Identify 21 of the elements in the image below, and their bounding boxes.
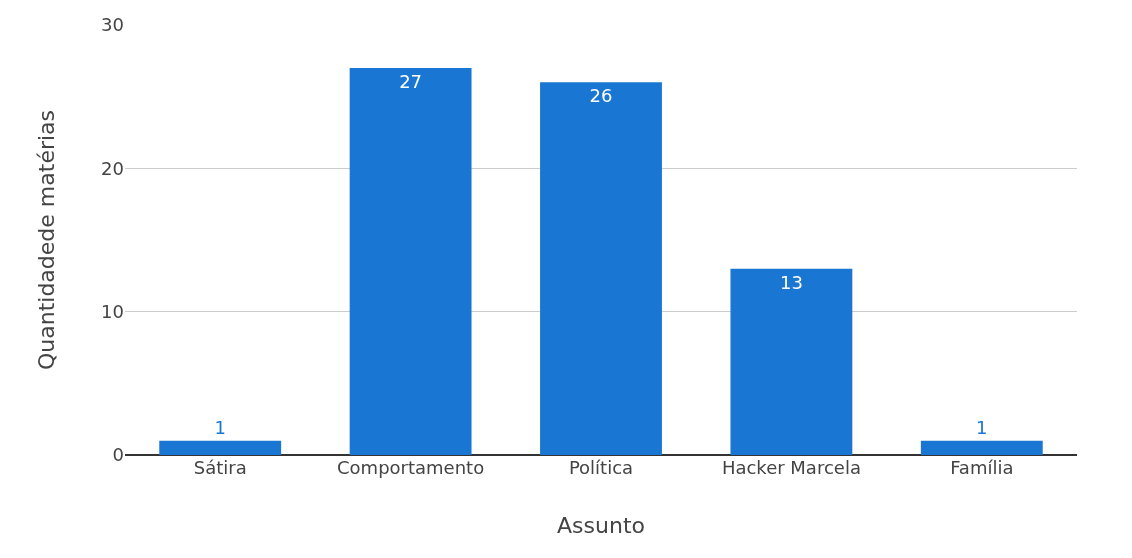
x-axis-title: Assunto <box>557 512 645 538</box>
x-tick-label: Comportamento <box>337 457 485 478</box>
bar <box>540 82 662 455</box>
data-label: 1 <box>214 416 226 438</box>
x-tick-label: Hacker Marcela <box>721 457 861 478</box>
x-tick-label: Política <box>568 457 634 478</box>
data-label: 1 <box>976 416 988 438</box>
data-label: 13 <box>779 271 803 293</box>
x-tick-label: Sátira <box>193 457 247 478</box>
data-label: 26 <box>589 85 613 107</box>
bar <box>159 440 282 455</box>
y-tick-label: 30 <box>101 14 124 36</box>
bar <box>349 68 472 455</box>
y-axis-title: Quantidadede matérias <box>33 109 59 371</box>
y-tick-label: 20 <box>101 157 124 179</box>
bar <box>920 440 1043 455</box>
bar <box>730 268 853 455</box>
y-tick-label: 0 <box>112 444 124 466</box>
y-tick-label: 10 <box>101 300 124 322</box>
data-label: 27 <box>399 71 423 92</box>
x-tick-label: Família <box>950 457 1014 478</box>
